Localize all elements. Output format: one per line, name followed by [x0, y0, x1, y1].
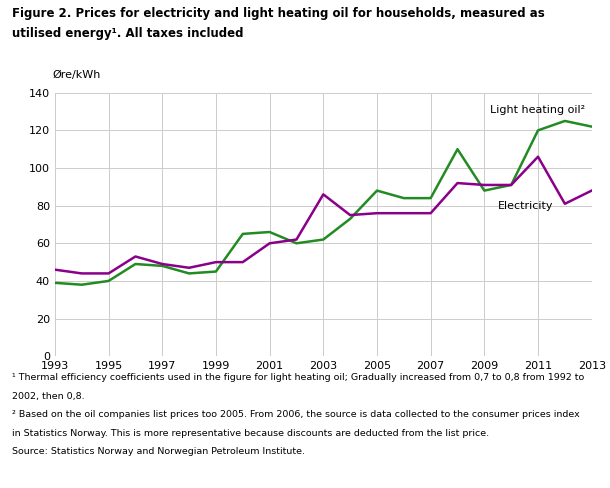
Text: Light heating oil²: Light heating oil² — [490, 104, 585, 115]
Text: Source: Statistics Norway and Norwegian Petroleum Institute.: Source: Statistics Norway and Norwegian … — [12, 447, 305, 456]
Text: 2002, then 0,8.: 2002, then 0,8. — [12, 392, 85, 401]
Text: ¹ Thermal efficiency coefficients used in the figure for light heating oil; Grad: ¹ Thermal efficiency coefficients used i… — [12, 373, 584, 382]
Text: utilised energy¹. All taxes included: utilised energy¹. All taxes included — [12, 27, 244, 40]
Text: Electricity: Electricity — [498, 201, 553, 211]
Text: ² Based on the oil companies list prices too 2005. From 2006, the source is data: ² Based on the oil companies list prices… — [12, 410, 580, 419]
Text: Øre/kWh: Øre/kWh — [52, 70, 101, 80]
Text: Figure 2. Prices for electricity and light heating oil for households, measured : Figure 2. Prices for electricity and lig… — [12, 7, 545, 20]
Text: in Statistics Norway. This is more representative because discounts are deducted: in Statistics Norway. This is more repre… — [12, 429, 489, 438]
